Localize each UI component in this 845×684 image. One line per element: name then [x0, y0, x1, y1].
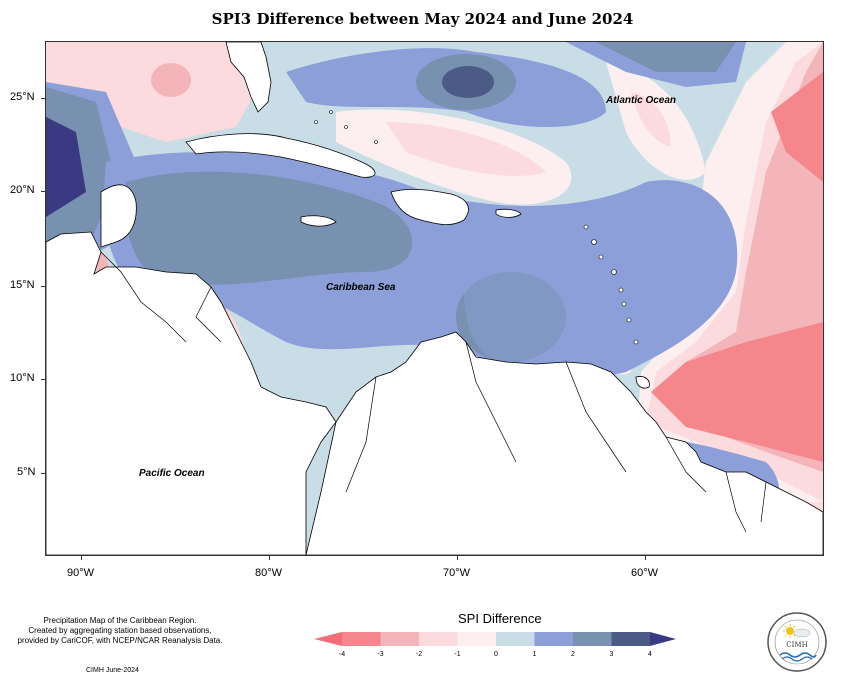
legend-tick-label: -4	[338, 651, 346, 658]
pacific-ocean-label: Pacific Ocean	[139, 468, 205, 479]
legend-title: SPI Difference	[458, 611, 542, 626]
legend-color-swatch	[342, 632, 381, 646]
description-line: Precipitation Map of the Caribbean Regio…	[43, 616, 197, 625]
legend-tick-label: -3	[377, 651, 384, 658]
legend-colorbar	[314, 632, 676, 646]
lesser-antilles	[314, 110, 639, 345]
lat-label: 10°N	[10, 372, 35, 384]
legend-color-swatch	[419, 632, 458, 646]
map-credit: CIMH June-2024	[86, 667, 139, 674]
map-panel: Atlantic Ocean Caribbean Sea Pacific Oce…	[45, 41, 824, 556]
lat-tick	[41, 379, 46, 380]
lat-tick	[41, 191, 46, 192]
legend-tick-label: -2	[415, 651, 423, 658]
map-description: Precipitation Map of the Caribbean Regio…	[10, 616, 230, 646]
legend-color-swatch	[611, 632, 650, 646]
lat-label: 20°N	[10, 184, 35, 196]
legend-color-swatch	[573, 632, 612, 646]
legend-max-arrow	[650, 632, 676, 646]
lat-tick	[41, 473, 46, 474]
lon-label: 60°W	[631, 567, 659, 579]
map-title: SPI3 Difference between May 2024 and Jun…	[211, 10, 634, 28]
cimh-logo: CIMH	[767, 612, 827, 672]
description-line: provided by CariCOF, with NCEP/NCAR Rean…	[17, 636, 223, 645]
legend-color-swatch	[496, 632, 535, 646]
lon-tick	[457, 555, 458, 560]
legend-min-arrow	[314, 632, 342, 646]
country-borders	[100, 251, 767, 533]
spi-map	[46, 42, 823, 555]
legend-tick-label: 0	[494, 651, 498, 658]
legend-tick-label: 1	[532, 651, 537, 658]
sun-icon	[783, 624, 797, 638]
legend-tick-label: 4	[648, 651, 652, 658]
lon-label: 80°W	[255, 567, 283, 579]
logo-text: CIMH	[786, 641, 807, 649]
lon-tick	[81, 555, 82, 560]
lat-label: 15°N	[10, 279, 35, 291]
land-masses	[46, 42, 823, 555]
lat-label: 5°N	[17, 466, 36, 478]
lat-label: 25°N	[10, 91, 35, 103]
atlantic-ocean-label: Atlantic Ocean	[606, 95, 677, 106]
legend-color-swatch	[380, 632, 419, 646]
lat-tick	[41, 286, 46, 287]
lon-label: 90°W	[67, 567, 95, 579]
caribbean-sea-label: Caribbean Sea	[326, 282, 396, 293]
wave-icon	[779, 652, 817, 662]
legend-tick-label: 2	[571, 651, 575, 658]
lat-tick	[41, 98, 46, 99]
legend-tick-label: 3	[609, 651, 614, 658]
lon-label: 70°W	[443, 567, 471, 579]
legend-color-swatch	[457, 632, 496, 646]
lon-tick	[645, 555, 646, 560]
cloud-icon	[793, 628, 811, 638]
legend-color-swatch	[534, 632, 573, 646]
lon-tick	[269, 555, 270, 560]
description-line: Created by aggregating station based obs…	[28, 626, 212, 635]
legend-tick-label: -1	[454, 651, 461, 658]
